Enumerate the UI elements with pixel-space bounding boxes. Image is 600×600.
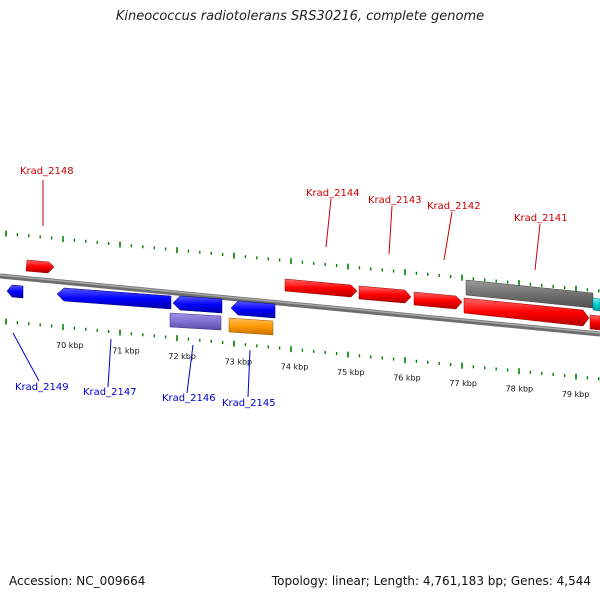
scale-label: 78 kbp: [506, 384, 534, 393]
label-krad-2146: Krad_2146: [162, 393, 216, 404]
accession-text: Accession: NC_009664: [9, 574, 146, 588]
gene-krad-2147[interactable]: [56, 287, 172, 310]
scale-label: 79 kbp: [562, 390, 590, 399]
gene-krad-2143[interactable]: [358, 285, 412, 304]
gene-partial-right[interactable]: [589, 314, 600, 331]
label-krad-2142: Krad_2142: [427, 201, 481, 212]
gene-krad-2145[interactable]: [228, 317, 274, 336]
topology-summary: Topology: linear; Length: 4,761,183 bp; …: [271, 574, 591, 588]
leader-krad-2141: [534, 223, 541, 271]
scale-label: 74 kbp: [281, 363, 309, 372]
leader-krad-2149: [12, 332, 40, 382]
scale-label: 73 kbp: [225, 357, 253, 366]
leader-krad-2145: [247, 349, 251, 398]
leader-krad-2143: [388, 205, 393, 255]
scale-label: 71 kbp: [112, 346, 140, 355]
gene-partial-cyan[interactable]: [592, 297, 600, 312]
label-krad-2145: Krad_2145: [222, 398, 276, 409]
label-krad-2147: Krad_2147: [83, 387, 137, 398]
leader-krad-2142: [443, 211, 453, 261]
label-krad-2148: Krad_2148: [20, 166, 74, 177]
gene-krad-2144[interactable]: [284, 278, 358, 298]
scale-label: 72 kbp: [168, 352, 196, 361]
scale-label: 77 kbp: [449, 379, 477, 388]
label-krad-2149: Krad_2149: [15, 382, 69, 393]
label-krad-2143: Krad_2143: [368, 195, 422, 206]
genome-backbone: [0, 273, 600, 337]
gene-krad-2141[interactable]: [463, 297, 590, 327]
map-title: Kineococcus radiotolerans SRS30216, comp…: [115, 9, 485, 24]
gene-krad-2145-blue[interactable]: [230, 300, 276, 319]
gene-krad-2148[interactable]: [25, 259, 55, 274]
leader-krad-2147: [107, 338, 112, 388]
gene-labels: Krad_2148 Krad_2144 Krad_2143 Krad_2142 …: [12, 166, 568, 409]
gene-krad-2149[interactable]: [6, 284, 24, 299]
leader-krad-2144: [325, 198, 332, 248]
scale-label: 70 kbp: [56, 341, 84, 350]
gene-krad-2146[interactable]: [169, 312, 222, 331]
scale-labels: 70 kbp 71 kbp 72 kbp 73 kbp 74 kbp 75 kbp 76 k…: [56, 341, 589, 399]
gene-krad-2142[interactable]: [413, 291, 463, 310]
scale-label: 76 kbp: [393, 374, 421, 383]
gene-krad-2147b[interactable]: [172, 295, 223, 314]
label-krad-2141: Krad_2141: [514, 213, 568, 224]
label-krad-2144: Krad_2144: [306, 188, 360, 199]
leader-krad-2146: [186, 344, 194, 394]
tick-marks: [5, 230, 600, 381]
scale-label: 75 kbp: [337, 368, 365, 377]
